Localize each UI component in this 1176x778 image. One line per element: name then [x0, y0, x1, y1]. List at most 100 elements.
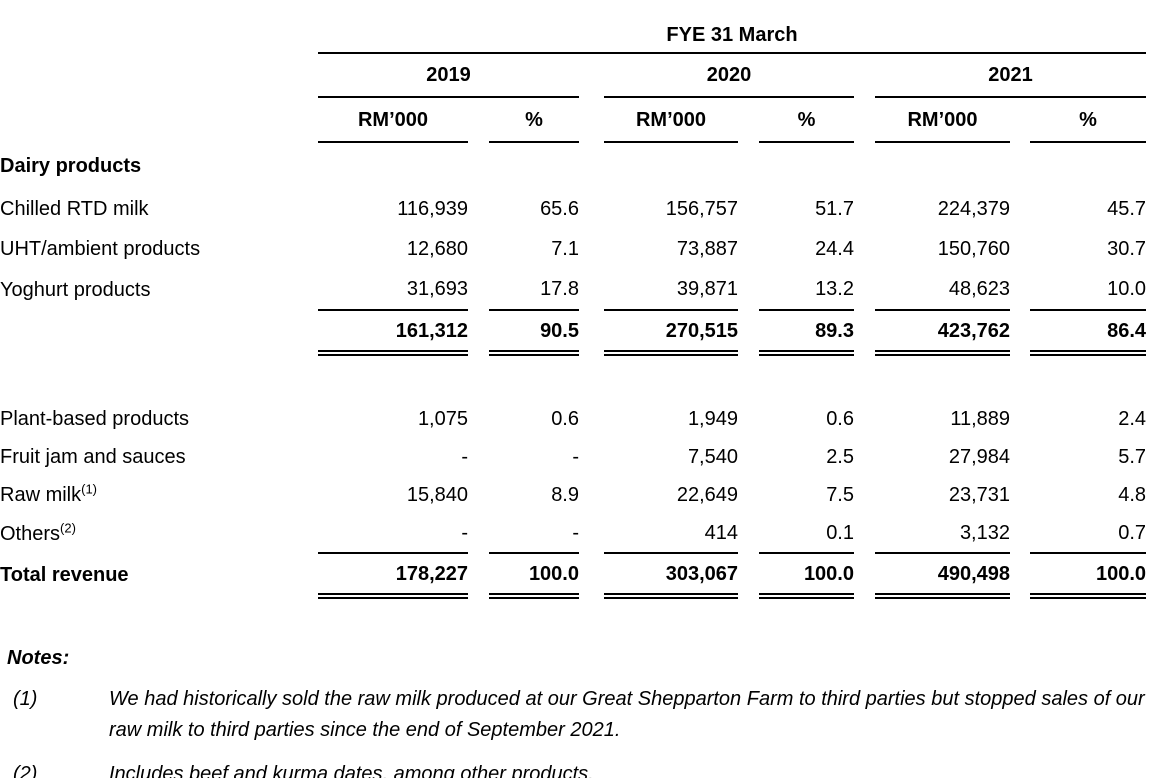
cell-2019-amount: 15,840: [406, 484, 468, 506]
pct-header-2020: %: [759, 97, 854, 143]
spacer-cell: [468, 269, 489, 310]
total-2021-amount: 490,498: [875, 552, 1010, 599]
fye-header: FYE 31 March: [318, 12, 1147, 54]
spacer-cell: [738, 438, 759, 476]
cell-2020-pct: 0.6: [826, 408, 854, 430]
spacer-cell: [579, 553, 604, 596]
spacer-cell: [1010, 476, 1030, 514]
cell-2021-pct: 30.7: [1107, 238, 1147, 260]
cell-2020-pct: 7.5: [826, 484, 854, 506]
spacer-cell: [468, 97, 489, 142]
spacer-cell: [579, 53, 604, 97]
note-text-2: Includes beef and kurma dates, among oth…: [109, 763, 594, 778]
row-label: Plant-based products: [0, 408, 190, 430]
spacer-cell: [468, 553, 489, 596]
spacer-cell: [579, 189, 604, 229]
cell-2019-amount: 12,680: [406, 238, 468, 260]
spacer-cell: [738, 189, 759, 229]
spacer-cell: [468, 229, 489, 269]
total-revenue-label: Total revenue: [0, 563, 129, 586]
note-marker-1: (1): [13, 688, 38, 710]
spacer-cell: [738, 310, 759, 353]
year-header-2021: 2021: [875, 53, 1147, 98]
footnote-ref-2: (2): [60, 519, 76, 535]
cell-2019-amount: 1,075: [417, 408, 468, 430]
pct-header-2019: %: [489, 97, 579, 143]
cell-2020-pct: 24.4: [815, 238, 854, 260]
spacer-cell: [1010, 514, 1030, 553]
subtotal-2020-amount: 270,515: [604, 309, 738, 356]
row-label: Chilled RTD milk: [0, 198, 149, 220]
cell-2019-amount: -: [461, 522, 468, 544]
spacer-cell: [579, 310, 604, 353]
table-row: Fruit jam and sauces - - 7,540 2.5 27,98…: [0, 438, 1146, 476]
spacer-cell: [468, 310, 489, 353]
spacer-cell: [738, 229, 759, 269]
spacer-cell: [854, 53, 875, 97]
spacer-cell: [468, 514, 489, 553]
row-label: Yoghurt products: [0, 278, 151, 301]
spacer-cell: [854, 229, 875, 269]
cell-2021-amount: 3,132: [959, 522, 1010, 544]
spacer-cell: [854, 269, 875, 310]
spacer-cell: [854, 189, 875, 229]
cell-2020-amount: 414: [704, 522, 738, 544]
spacer-cell: [1010, 229, 1030, 269]
table-row: UHT/ambient products 12,680 7.1 73,887 2…: [0, 229, 1146, 269]
spacer-cell: [468, 400, 489, 438]
dairy-subtotal-row: 161,312 90.5 270,515 89.3 423,762 86.4: [0, 309, 1147, 356]
spacer-cell: [738, 553, 759, 596]
spacer-cell: [0, 310, 318, 353]
amount-header-2020: RM’000: [604, 97, 738, 143]
year-header-2020: 2020: [604, 53, 854, 98]
cell-2020-amount: 39,871: [676, 278, 738, 300]
row-label: Others(2): [0, 514, 318, 553]
row-label: Raw milk(1): [0, 476, 318, 514]
cell-2020-pct: 13.2: [815, 278, 854, 300]
spacer-cell: [738, 476, 759, 514]
cell-2019-pct: -: [572, 446, 579, 468]
cell-2021-pct: 5.7: [1118, 446, 1147, 468]
cell-2021-amount: 224,379: [937, 198, 1010, 220]
cell-2019-amount: -: [461, 446, 468, 468]
cell-2020-pct: 0.1: [826, 522, 854, 544]
spacer-cell: [579, 514, 604, 553]
spacer-cell: [854, 310, 875, 353]
spacer-cell: [854, 400, 875, 438]
spacer-cell: [0, 97, 318, 142]
cell-2021-pct: 2.4: [1118, 408, 1147, 430]
section-heading: Dairy products: [0, 155, 142, 177]
spacer-cell: [468, 438, 489, 476]
cell-2021-amount: 23,731: [948, 484, 1010, 506]
note-marker-2: (2): [13, 763, 38, 778]
total-2019-amount: 178,227: [318, 552, 468, 599]
amount-header-2019: RM’000: [318, 97, 468, 143]
cell-2019-pct: -: [572, 522, 579, 544]
spacer-cell: [1010, 438, 1030, 476]
note-item-2: (2) Includes beef and kurma dates, among…: [7, 759, 1176, 778]
spacer-cell: [854, 476, 875, 514]
spacer-cell: [1010, 97, 1030, 142]
notes-section: Notes: (1) We had historically sold the …: [0, 645, 1176, 778]
cell-2020-amount: 73,887: [676, 238, 738, 260]
cell-2021-pct: 4.8: [1118, 484, 1147, 506]
subtotal-2021-amount: 423,762: [875, 309, 1010, 356]
cell-2020-amount: 1,949: [687, 408, 738, 430]
total-2021-pct: 100.0: [1030, 552, 1147, 599]
row-label: Fruit jam and sauces: [0, 446, 186, 468]
year-header-2019: 2019: [318, 53, 579, 98]
total-2020-pct: 100.0: [759, 552, 854, 599]
cell-2019-pct: 17.8: [540, 278, 579, 300]
cell-2021-amount: 150,760: [937, 238, 1010, 260]
cell-2021-pct: 0.7: [1118, 522, 1147, 544]
cell-2019-pct: 65.6: [540, 198, 579, 220]
spacer-cell: [738, 514, 759, 553]
subtotal-2019-pct: 90.5: [489, 309, 579, 356]
spacer-cell: [579, 229, 604, 269]
table-row: RM’000 % RM’000 % RM’000 %: [0, 97, 1147, 143]
cell-2021-amount: 27,984: [948, 446, 1010, 468]
cell-2020-amount: 156,757: [665, 198, 738, 220]
spacer-row: [0, 353, 1146, 400]
spacer-cell: [468, 476, 489, 514]
table-row: Chilled RTD milk 116,939 65.6 156,757 51…: [0, 189, 1146, 229]
